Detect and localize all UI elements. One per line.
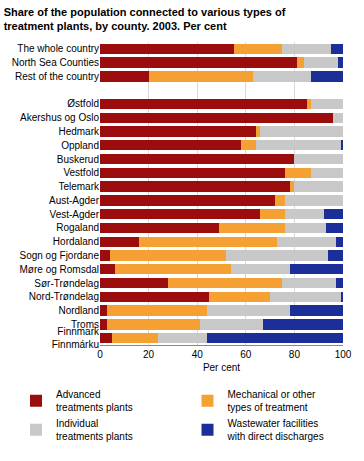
svg-text:Vest-Agder: Vest-Agder <box>50 209 100 220</box>
svg-text:Troms: Troms <box>71 319 99 330</box>
svg-text:20: 20 <box>143 349 155 360</box>
svg-text:100: 100 <box>335 349 352 360</box>
svg-text:FinnmarkFinnmárku: FinnmarkFinnmárku <box>52 326 100 350</box>
svg-text:Wastewater facilitieswith dire: Wastewater facilitieswith direct dischar… <box>227 418 324 442</box>
svg-text:The whole country: The whole country <box>17 43 99 54</box>
svg-text:Nordland: Nordland <box>58 305 99 316</box>
svg-text:Sogn og Fjordane: Sogn og Fjordane <box>19 250 99 261</box>
svg-text:Hedmark: Hedmark <box>58 126 100 137</box>
svg-text:Nord-Trøndelag: Nord-Trøndelag <box>29 291 99 302</box>
svg-text:60: 60 <box>240 349 252 360</box>
svg-text:Buskerud: Buskerud <box>57 154 99 165</box>
svg-text:Individualtreatments plants: Individualtreatments plants <box>56 418 133 442</box>
svg-text:Oppland: Oppland <box>61 140 99 151</box>
svg-text:40: 40 <box>192 349 204 360</box>
svg-text:Advancedtreatments plants: Advancedtreatments plants <box>56 389 133 413</box>
svg-text:Aust-Agder: Aust-Agder <box>49 195 100 206</box>
svg-text:Sør-Trøndelag: Sør-Trøndelag <box>34 278 99 289</box>
svg-text:North Sea Counties: North Sea Counties <box>12 57 99 68</box>
svg-text:Telemark: Telemark <box>58 181 100 192</box>
svg-text:Hordaland: Hordaland <box>53 236 99 247</box>
svg-text:Akershus og Oslo: Akershus og Oslo <box>20 112 99 123</box>
svg-text:Rogaland: Rogaland <box>56 222 99 233</box>
svg-text:0: 0 <box>97 349 103 360</box>
svg-text:Østfold: Østfold <box>67 98 99 109</box>
svg-text:80: 80 <box>289 349 301 360</box>
svg-text:Share of the population connec: Share of the population connected to var… <box>4 6 286 32</box>
svg-text:Mechanical or othertypes of tr: Mechanical or othertypes of treatment <box>228 389 316 413</box>
svg-text:Rest of the country: Rest of the country <box>15 71 99 82</box>
svg-text:Vestfold: Vestfold <box>63 167 99 178</box>
svg-text:Per cent: Per cent <box>203 362 240 373</box>
svg-text:Møre og Romsdal: Møre og Romsdal <box>20 264 99 275</box>
